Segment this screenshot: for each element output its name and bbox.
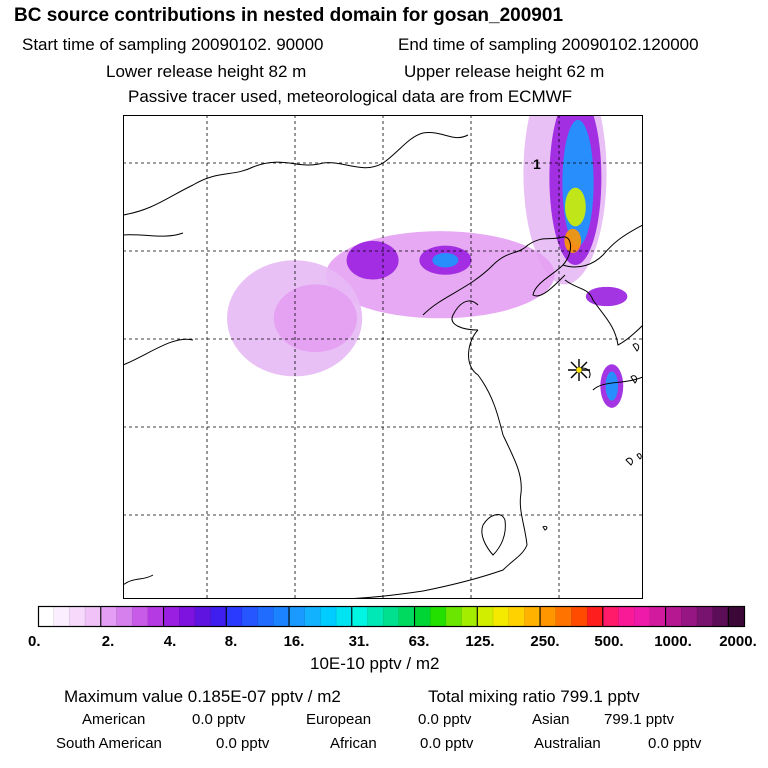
colorbar-cell [508, 606, 525, 626]
colorbar-cell [194, 606, 211, 626]
colorbar-cell [681, 606, 698, 626]
colorbar-cell [351, 606, 368, 626]
colorbar-cell [53, 606, 70, 626]
colorbar-cell [492, 606, 510, 626]
colorbar-cell [226, 606, 243, 626]
colorbar-cell [320, 606, 337, 626]
colorbar-cells [38, 606, 745, 626]
chart-title: BC source contributions in nested domain… [14, 5, 564, 26]
colorbar-cell [163, 606, 180, 626]
colorbar-cell [477, 606, 494, 626]
colorbar-tick-label: 0. [28, 633, 41, 650]
colorbar-cell [555, 606, 572, 626]
concentration-blob [346, 240, 399, 280]
american-value: 0.0 pptv [192, 711, 246, 728]
colorbar-cell [571, 606, 588, 626]
colorbar-unit: 10E-10 pptv / m2 [310, 654, 440, 673]
coastlines [123, 132, 643, 599]
european-value: 0.0 pptv [418, 711, 472, 728]
concentration-blob [562, 119, 594, 246]
colorbar-tick-label: 1000. [654, 633, 692, 650]
colorbar-tick-label: 125. [465, 633, 494, 650]
colorbar-cell [461, 606, 478, 626]
max-value-label: Maximum value 0.185E-07 pptv / m2 [64, 687, 341, 706]
colorbar-cell [587, 606, 604, 626]
colorbar-frame [37, 605, 746, 628]
colorbar-cell [38, 606, 55, 626]
asian-label: Asian [532, 711, 570, 728]
tracer-note: Passive tracer used, meteorological data… [128, 87, 573, 106]
colorbar-cell [179, 606, 196, 626]
plot-frame [123, 115, 643, 599]
colorbar-cell [147, 606, 164, 626]
colorbar-cell [430, 606, 447, 626]
colorbar-cell [383, 606, 400, 626]
colorbar-cell [728, 606, 745, 626]
colorbar-cell [445, 606, 462, 626]
colorbar-tick-label: 500. [594, 633, 623, 650]
colorbar-cell [69, 606, 86, 626]
colorbar-cell [85, 606, 102, 626]
concentration-blob [605, 371, 619, 401]
colorbar-cell [336, 606, 353, 626]
concentration-blob [564, 228, 582, 253]
colorbar-cell [696, 606, 714, 626]
colorbar-cell [712, 606, 729, 626]
colorbar-cell [398, 606, 415, 626]
gridlines [123, 115, 643, 599]
map-plot: 1 [123, 115, 643, 599]
colorbar-cell [649, 606, 666, 626]
european-label: European [306, 711, 372, 728]
colorbar-cell [602, 606, 619, 626]
colorbar-ticks: 0. 2. 4. 8. 16. 31. 63. 125. 250. 500. 1000. 2000. [28, 633, 757, 650]
concentration-blob [565, 187, 586, 227]
plume-label: 1 [533, 156, 541, 172]
upper-height-label: Upper release height 62 m [404, 62, 605, 81]
colorbar-cell [634, 606, 651, 626]
american-label: American [82, 711, 146, 728]
colorbar-cell [100, 606, 117, 626]
south-american-label: South American [56, 735, 162, 752]
colorbar-cell [257, 606, 274, 626]
colorbar-cell [116, 606, 133, 626]
colorbar-cell [241, 606, 259, 626]
colorbar-cell [289, 606, 306, 626]
receptor-marker [568, 359, 590, 381]
colorbar-cell [273, 606, 290, 626]
colorbar-tick-label: 16. [284, 633, 305, 650]
south-american-value: 0.0 pptv [216, 735, 270, 752]
colorbar-tick-label: 8. [225, 633, 238, 650]
african-label: African [330, 735, 377, 752]
colorbar-cell [524, 606, 541, 626]
start-time-label: Start time of sampling 20090102. 90000 [22, 35, 324, 54]
colorbar-cell [618, 606, 635, 626]
colorbar-cell [414, 606, 431, 626]
concentration-blob [585, 286, 628, 307]
colorbar-tick-label: 2000. [719, 633, 757, 650]
african-value: 0.0 pptv [420, 735, 474, 752]
australian-label: Australian [534, 735, 601, 752]
total-mixing-label: Total mixing ratio 799.1 pptv [428, 687, 640, 706]
colorbar-cell [367, 606, 384, 626]
concentration-field [227, 115, 628, 408]
concentration-blob [273, 284, 357, 353]
colorbar-cell [132, 606, 149, 626]
concentration-blob [432, 252, 459, 268]
end-time-label: End time of sampling 20090102.120000 [398, 35, 699, 54]
australian-value: 0.0 pptv [648, 735, 702, 752]
colorbar-tick-label: 31. [349, 633, 370, 650]
colorbar-tick-label: 250. [530, 633, 559, 650]
colorbar-cell [665, 606, 682, 626]
colorbar: 0. 2. 4. 8. 16. 31. 63. 125. 250. 500. 1000. 2000. [28, 605, 757, 650]
lower-height-label: Lower release height 82 m [106, 62, 307, 81]
colorbar-cell [540, 606, 557, 626]
asian-value: 799.1 pptv [604, 711, 675, 728]
colorbar-cell [210, 606, 227, 626]
colorbar-tick-label: 2. [102, 633, 115, 650]
colorbar-tick-label: 4. [164, 633, 177, 650]
colorbar-tick-label: 63. [409, 633, 430, 650]
colorbar-cell [304, 606, 321, 626]
